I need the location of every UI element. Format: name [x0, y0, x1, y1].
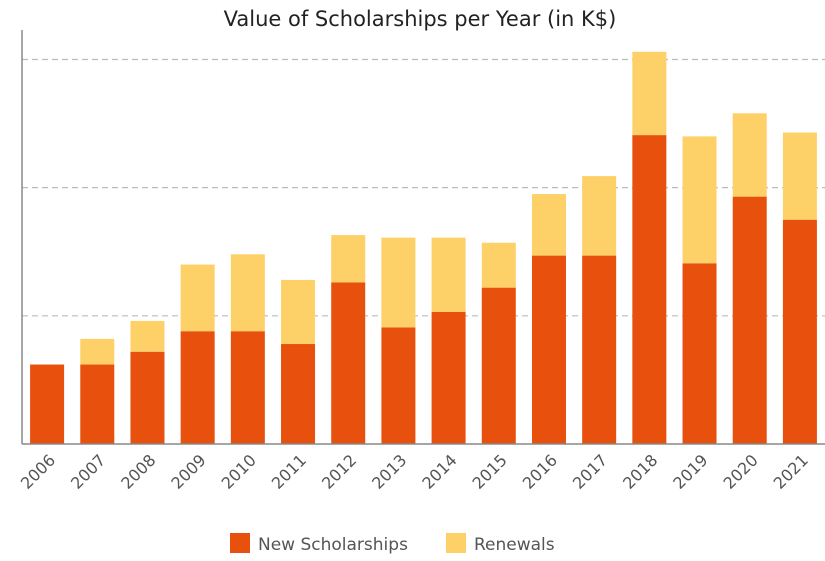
x-tick-label: 2011 [268, 451, 310, 493]
bar-segment [230, 254, 265, 332]
bar-segment [281, 279, 316, 345]
bar-segment [331, 282, 366, 444]
legend-swatch [230, 533, 250, 553]
bar-segment [30, 364, 65, 444]
legend-label: New Scholarships [258, 535, 408, 555]
x-tick-label: 2021 [770, 451, 812, 493]
bar-segment [582, 176, 617, 256]
x-tick-label: 2015 [469, 451, 511, 493]
bar-segment [130, 351, 165, 444]
bar-segment [582, 255, 617, 444]
x-tick-label: 2008 [117, 451, 159, 493]
bar-segment [180, 331, 215, 444]
bar-segment [481, 242, 516, 288]
x-tick-label: 2006 [17, 451, 59, 493]
bar-segment [531, 194, 566, 256]
x-tick-label: 2012 [318, 451, 360, 493]
x-tick-label: 2016 [519, 451, 561, 493]
bar-segment [281, 344, 316, 444]
bar-segment [481, 287, 516, 444]
bar-segment [732, 113, 767, 197]
bar-segment [331, 235, 366, 283]
bar-segment [381, 237, 416, 328]
bar-segment [230, 331, 265, 444]
bar-segment [180, 264, 215, 332]
bar-segment [381, 327, 416, 444]
bar-segment [632, 51, 667, 136]
x-tick-label: 2013 [368, 451, 410, 493]
x-tick-label: 2020 [720, 451, 762, 493]
bar-segment [782, 132, 817, 220]
x-tick-label: 2007 [67, 451, 109, 493]
bar-segment [782, 219, 817, 444]
legend-label: Renewals [474, 535, 555, 555]
x-tick-label: 2009 [167, 451, 209, 493]
bar-segment [80, 364, 115, 444]
chart-title: Value of Scholarships per Year (in K$) [224, 7, 617, 31]
bar-segment [431, 311, 466, 444]
bar-segment [80, 338, 115, 365]
bar-segment [531, 255, 566, 444]
x-tick-label: 2018 [619, 451, 661, 493]
x-tick-label: 2017 [569, 451, 611, 493]
bar-segment [632, 135, 667, 444]
bar-segment [682, 263, 717, 444]
x-tick-label: 2010 [218, 451, 260, 493]
x-tick-label: 2014 [418, 451, 460, 493]
bar-segment [130, 320, 165, 352]
bar-segment [732, 196, 767, 444]
x-tick-label: 2019 [669, 451, 711, 493]
bar-segment [431, 237, 466, 312]
legend-swatch [446, 533, 466, 553]
bar-segment [682, 136, 717, 264]
